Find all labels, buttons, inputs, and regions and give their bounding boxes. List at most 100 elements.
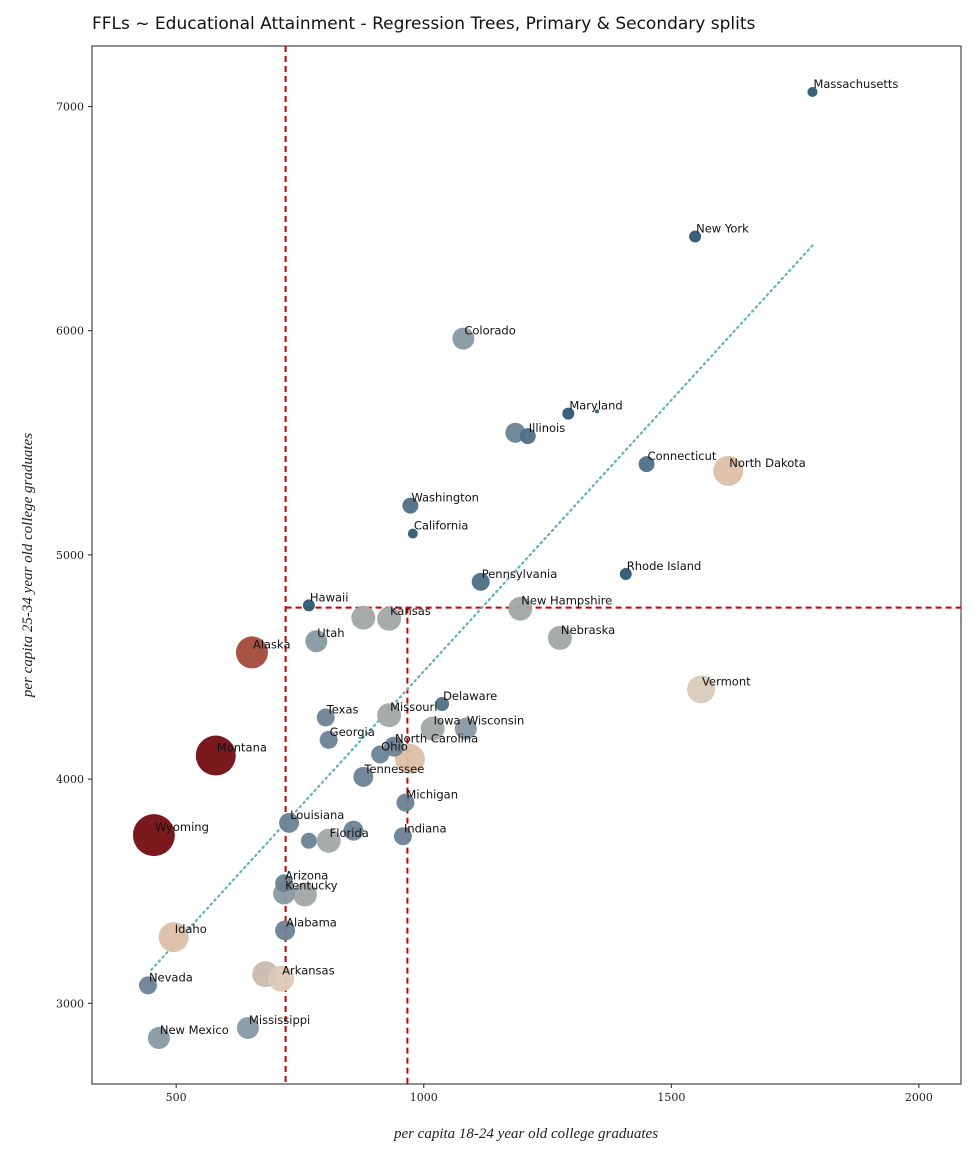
point-colorado: [452, 327, 475, 350]
y-tick-label: 4000: [56, 773, 84, 786]
point-label-arkansas: Arkansas: [282, 964, 334, 978]
point-louisiana: [279, 812, 300, 833]
point-arizona: [275, 874, 294, 893]
point-michigan: [396, 793, 415, 812]
point-kansas: [377, 606, 402, 631]
point-label-massachusetts: Massachusetts: [813, 77, 898, 91]
point-alabama: [275, 920, 296, 941]
point-california: [407, 528, 418, 539]
point-label-indiana: Indiana: [404, 821, 447, 835]
point-label-ohio: Ohio: [381, 739, 408, 753]
point-north-dakota: [713, 455, 744, 486]
point-new-hampshire: [508, 596, 533, 621]
point-label-delaware: Delaware: [443, 689, 497, 703]
point-unlabeled: [300, 832, 317, 849]
y-tick-label: 6000: [56, 325, 84, 338]
point-idaho: [158, 922, 189, 953]
point-label-washington: Washington: [411, 491, 479, 505]
y-axis-title: per capita 25-34 year old college gradua…: [20, 433, 36, 698]
point-alaska: [235, 636, 268, 669]
point-unlabeled: [595, 409, 600, 414]
x-axis-title: per capita 18-24 year old college gradua…: [393, 1126, 658, 1142]
point-delaware: [435, 696, 450, 711]
y-tick-label: 7000: [56, 101, 84, 114]
point-label-new-hampshire: New Hampshire: [521, 594, 612, 608]
point-mississippi: [236, 1016, 259, 1039]
x-tick-label: 1500: [657, 1091, 685, 1104]
y-tick-label: 3000: [56, 997, 84, 1010]
point-label-kansas: Kansas: [390, 604, 431, 618]
point-utah: [305, 630, 328, 653]
point-label-alabama: Alabama: [286, 915, 337, 929]
point-florida: [316, 828, 341, 853]
point-label-wisconsin: Wisconsin: [467, 714, 524, 728]
point-label-nebraska: Nebraska: [561, 623, 615, 637]
point-label-kentucky: Kentucky: [285, 878, 338, 892]
point-arkansas: [268, 965, 295, 992]
y-axis-ticks: 3000 4000 5000 6000 7000: [56, 101, 92, 1010]
point-label-new-mexico: New Mexico: [160, 1023, 229, 1037]
point-label-mississippi: Mississippi: [249, 1013, 310, 1027]
point-connecticut: [638, 456, 655, 473]
split-lines: [284, 46, 961, 1084]
point-north-carolina: [384, 736, 405, 757]
point-label-montana: Montana: [217, 741, 267, 755]
point-label-illinois: Illinois: [529, 421, 566, 435]
point-label-colorado: Colorado: [464, 324, 515, 338]
point-wyoming: [132, 814, 175, 857]
point-wisconsin: [454, 717, 477, 740]
point-label-maryland: Maryland: [569, 399, 622, 413]
point-hawaii: [302, 599, 315, 612]
point-georgia: [319, 730, 338, 749]
point-unlabeled: [292, 882, 317, 907]
point-washington: [402, 497, 419, 514]
point-label-new-york: New York: [696, 222, 749, 236]
point-label-north-dakota: North Dakota: [729, 456, 806, 470]
point-new-mexico: [147, 1027, 170, 1050]
point-unlabeled: [351, 605, 376, 630]
point-nebraska: [547, 625, 572, 650]
point-nevada: [138, 976, 157, 995]
trend-line-layer: [150, 244, 814, 971]
point-label-connecticut: Connecticut: [648, 449, 717, 463]
point-montana: [195, 735, 236, 776]
point-rhode-island: [619, 567, 632, 580]
point-illinois: [519, 428, 536, 445]
x-tick-label: 500: [166, 1091, 187, 1104]
point-label-tennessee: Tennessee: [363, 762, 424, 776]
y-tick-label: 5000: [56, 549, 84, 562]
point-texas: [316, 708, 335, 727]
point-label-idaho: Idaho: [175, 922, 207, 936]
points-layer: [132, 86, 818, 1050]
point-label-arizona: Arizona: [285, 868, 328, 882]
point-label-california: California: [414, 519, 469, 533]
point-label-texas: Texas: [326, 702, 359, 716]
point-label-rhode-island: Rhode Island: [627, 559, 702, 573]
plot-panel: [91, 45, 962, 1085]
x-tick-label: 1000: [410, 1091, 438, 1104]
point-unlabeled: [343, 820, 364, 841]
x-axis-ticks: 500 1000 1500 2000: [166, 1084, 933, 1104]
point-massachusetts: [807, 86, 818, 97]
point-new-york: [689, 230, 702, 243]
point-tennessee: [353, 766, 374, 787]
point-label-florida: Florida: [330, 826, 369, 840]
point-label-nevada: Nevada: [149, 970, 193, 984]
point-label-michigan: Michigan: [406, 788, 458, 802]
point-missouri: [377, 703, 402, 728]
x-tick-label: 2000: [905, 1091, 933, 1104]
chart-title: FFLs ~ Educational Attainment - Regressi…: [92, 14, 756, 34]
point-ohio: [371, 745, 390, 764]
point-label-wyoming: Wyoming: [155, 820, 209, 834]
point-label-north-carolina: North Carolina: [395, 732, 478, 746]
point-label-louisiana: Louisiana: [290, 808, 344, 822]
trend-line: [150, 244, 814, 971]
point-labels-layer: Massachusetts New York Colorado MarylandIll…: [149, 77, 898, 1037]
point-label-hawaii: Hawaii: [310, 590, 349, 604]
point-indiana: [393, 827, 412, 846]
point-label-missouri: Missouri: [390, 700, 437, 714]
point-pennsylvania: [471, 572, 490, 591]
point-label-utah: Utah: [317, 626, 344, 640]
point-label-georgia: Georgia: [330, 725, 375, 739]
